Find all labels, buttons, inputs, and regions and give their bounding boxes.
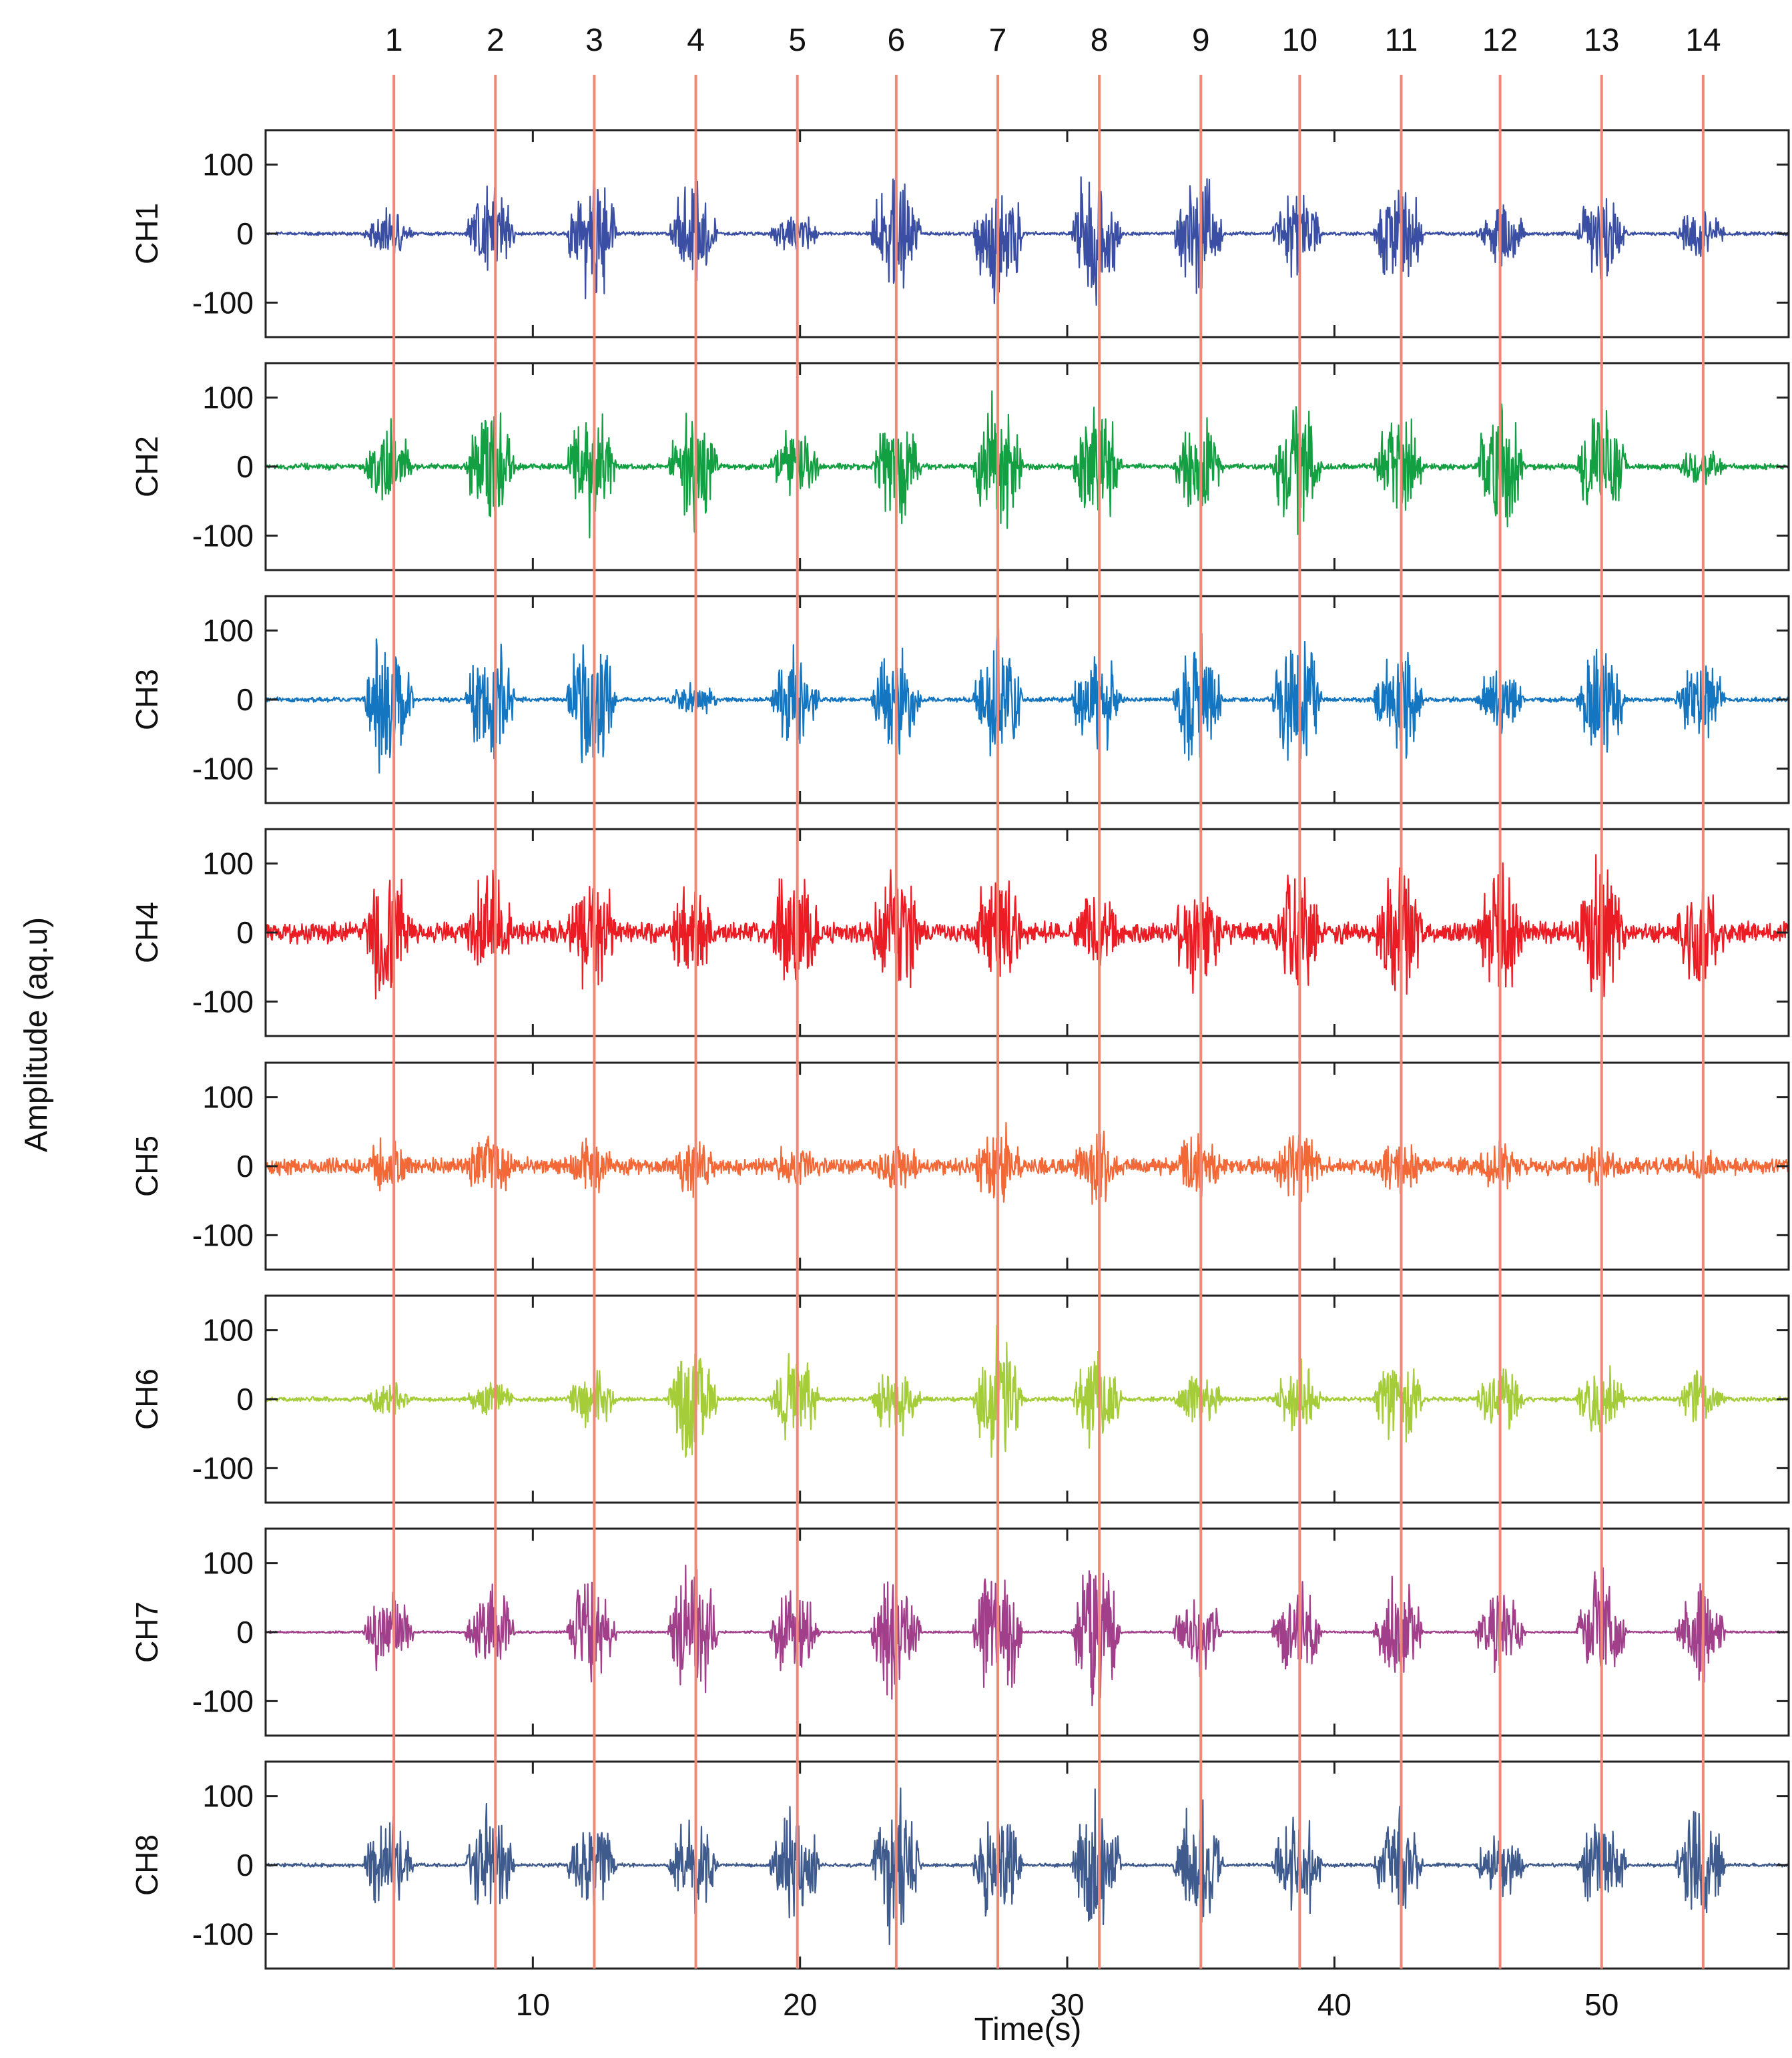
y-tick-label: 0 (236, 1149, 254, 1184)
event-marker-label: 5 (788, 23, 806, 58)
y-tick-label: 100 (202, 148, 254, 182)
x-tick-label: 10 (516, 1987, 550, 2022)
signal-line-ch3 (264, 627, 1790, 774)
event-marker-label: 8 (1091, 23, 1109, 58)
channel-label: CH1 (129, 203, 164, 264)
x-tick-label: 20 (783, 1987, 817, 2022)
y-tick-label: 100 (202, 1546, 254, 1581)
y-tick-label: -100 (192, 1916, 254, 1951)
event-marker-label: 7 (989, 23, 1007, 58)
event-marker-label: 13 (1584, 23, 1619, 58)
event-marker-label: 12 (1482, 23, 1518, 58)
y-tick-label: 0 (236, 449, 254, 484)
event-marker-label: 1 (385, 23, 403, 58)
event-marker-label: 11 (1385, 23, 1418, 58)
signal-line-ch2 (265, 390, 1789, 539)
channel-label: CH7 (129, 1601, 164, 1663)
y-tick-label: -100 (192, 1218, 254, 1252)
y-axis-label: Amplitude (aq.u) (19, 917, 54, 1152)
panel-ch7: 100 0 -100 CH7 (129, 1527, 1790, 1737)
signal-line-ch8 (265, 1787, 1789, 1945)
y-tick-label: 100 (202, 1080, 254, 1115)
y-tick-label: -100 (192, 984, 254, 1019)
y-tick-label: 0 (236, 682, 254, 717)
panel-ch1: 100 0 -100 CH1 (129, 129, 1790, 338)
channel-panels: 100 0 -100 CH1 100 0 -100 CH2 100 0 -100 CH3 100 0 -10… (129, 129, 1790, 1970)
x-tick-label: 50 (1584, 1987, 1618, 2022)
signal-line-ch1 (265, 174, 1789, 306)
event-marker-label: 9 (1192, 23, 1210, 58)
x-tick-labels: 10 20 30 40 50 (516, 1987, 1619, 2022)
y-tick-label: 0 (236, 1615, 254, 1649)
signal-line-ch6 (265, 1324, 1789, 1458)
panel-ch8: 100 0 -100 CH8 (129, 1760, 1790, 1970)
event-marker-label: 10 (1282, 23, 1317, 58)
y-tick-label: 100 (202, 1313, 254, 1348)
event-marker-label: 4 (687, 23, 705, 58)
signal-line-ch5 (265, 1121, 1790, 1205)
y-tick-label: -100 (192, 1451, 254, 1485)
y-tick-label: -100 (192, 1684, 254, 1718)
y-tick-label: 0 (236, 216, 254, 251)
panel-ch5: 100 0 -100 CH5 (129, 1061, 1790, 1271)
y-tick-label: -100 (192, 518, 254, 553)
channel-label: CH2 (129, 436, 164, 497)
channel-label: CH3 (129, 669, 164, 730)
event-marker-label: 14 (1685, 23, 1721, 58)
y-tick-label: -100 (192, 285, 254, 320)
channel-label: CH5 (129, 1135, 164, 1197)
y-tick-label: 0 (236, 1848, 254, 1882)
channel-label: CH8 (129, 1834, 164, 1896)
y-tick-label: -100 (192, 751, 254, 786)
x-tick-label: 40 (1317, 1987, 1352, 2022)
y-tick-label: 100 (202, 846, 254, 881)
y-tick-label: 100 (202, 613, 254, 648)
y-tick-label: 0 (236, 1382, 254, 1417)
panel-ch6: 100 0 -100 CH6 (129, 1294, 1790, 1504)
signal-line-ch4 (264, 854, 1790, 1001)
event-marker-label: 2 (487, 23, 505, 58)
event-marker-label: 3 (585, 23, 603, 58)
signal-line-ch7 (265, 1563, 1789, 1707)
y-tick-label: 100 (202, 380, 254, 415)
y-tick-label: 100 (202, 1779, 254, 1814)
x-axis-label: Time(s) (974, 2012, 1082, 2047)
event-marker-label: 6 (887, 23, 905, 58)
channel-label: CH4 (129, 902, 164, 963)
y-tick-label: 0 (236, 915, 254, 950)
x-tick-label: 30 (1050, 1987, 1084, 2022)
event-markers: 1 2 3 4 5 6 7 8 9 10 11 12 13 14 (385, 23, 1721, 1969)
channel-label: CH6 (129, 1368, 164, 1430)
panel-ch4: 100 0 -100 CH4 (129, 828, 1790, 1037)
panel-ch3: 100 0 -100 CH3 (129, 595, 1790, 804)
panel-ch2: 100 0 -100 CH2 (129, 362, 1790, 571)
